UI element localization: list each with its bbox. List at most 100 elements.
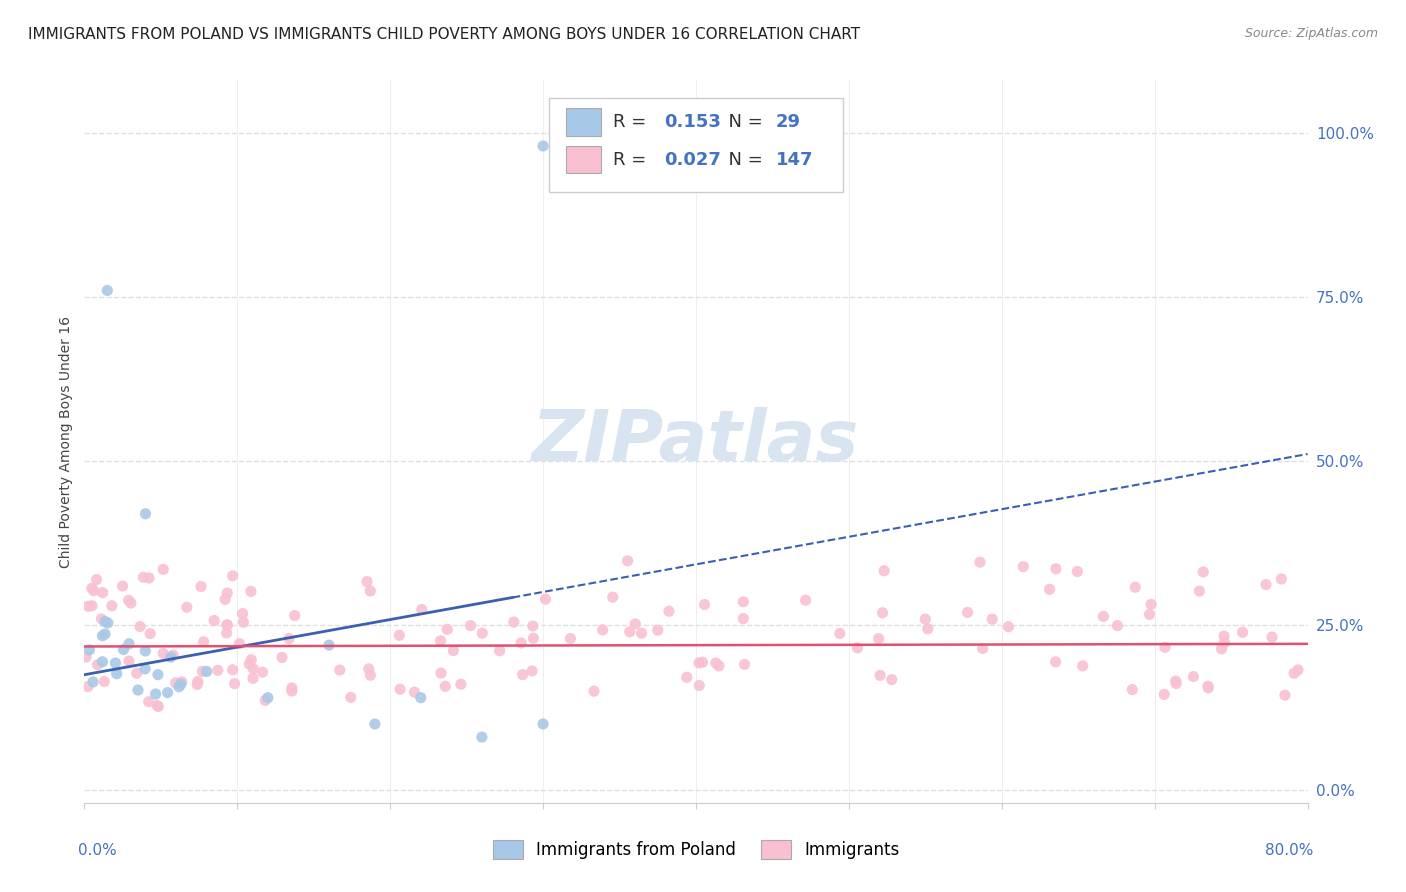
Point: [232, 607, 254, 621]
Point: [356, 574, 378, 589]
Point: [156, 685, 179, 699]
Text: ZIPatlas: ZIPatlas: [533, 407, 859, 476]
Point: [214, 592, 236, 607]
Text: 0.027: 0.027: [664, 151, 721, 169]
Point: [1197, 681, 1219, 695]
Point: [630, 626, 652, 640]
Point: [318, 638, 340, 652]
Point: [91, 629, 114, 643]
Point: [388, 628, 411, 642]
Point: [170, 674, 193, 689]
Point: [675, 670, 697, 684]
Point: [1261, 630, 1284, 644]
Point: [733, 595, 755, 609]
Point: [956, 606, 979, 620]
Point: [1107, 618, 1129, 632]
Point: [120, 596, 142, 610]
Point: [794, 593, 817, 607]
Point: [217, 586, 239, 600]
Point: [86, 573, 108, 587]
Point: [734, 657, 756, 672]
Point: [242, 662, 264, 676]
Point: [79, 642, 101, 657]
Point: [471, 626, 494, 640]
Point: [450, 677, 472, 691]
Point: [1188, 584, 1211, 599]
Point: [215, 618, 238, 632]
Point: [127, 683, 149, 698]
Point: [359, 583, 381, 598]
Point: [619, 624, 641, 639]
Point: [409, 690, 432, 705]
Point: [1192, 565, 1215, 579]
Point: [134, 644, 156, 658]
Point: [254, 693, 277, 707]
Point: [1211, 641, 1233, 656]
Point: [502, 615, 524, 629]
Point: [132, 570, 155, 584]
Point: [239, 584, 262, 599]
Point: [1012, 559, 1035, 574]
Point: [1164, 676, 1187, 690]
Point: [105, 666, 128, 681]
Point: [221, 663, 243, 677]
Point: [1045, 655, 1067, 669]
Point: [257, 690, 280, 705]
Point: [1123, 580, 1146, 594]
Point: [190, 580, 212, 594]
Point: [134, 662, 156, 676]
Point: [281, 684, 304, 698]
Point: [460, 618, 482, 632]
Point: [441, 643, 464, 657]
Y-axis label: Child Poverty Among Boys Under 16: Child Poverty Among Boys Under 16: [59, 316, 73, 567]
Point: [146, 667, 169, 681]
Point: [129, 619, 152, 633]
Point: [1066, 565, 1088, 579]
Point: [693, 598, 716, 612]
Point: [94, 627, 117, 641]
Point: [271, 650, 294, 665]
Point: [152, 646, 174, 660]
Point: [1254, 577, 1277, 591]
FancyBboxPatch shape: [550, 98, 842, 193]
Point: [981, 612, 1004, 626]
Point: [90, 612, 112, 626]
Point: [488, 644, 510, 658]
Point: [828, 626, 851, 640]
Point: [1197, 679, 1219, 693]
Point: [692, 655, 714, 669]
Point: [411, 602, 433, 616]
Point: [1274, 688, 1296, 702]
Text: R =: R =: [613, 151, 652, 169]
Point: [207, 663, 229, 677]
Point: [880, 673, 903, 687]
Point: [101, 599, 124, 613]
Point: [170, 677, 193, 691]
Point: [1092, 609, 1115, 624]
Point: [624, 616, 647, 631]
Point: [522, 632, 544, 646]
Point: [873, 564, 896, 578]
Point: [510, 636, 533, 650]
Point: [704, 656, 727, 670]
Point: [592, 623, 614, 637]
Point: [340, 690, 363, 705]
Point: [1071, 658, 1094, 673]
Point: [118, 654, 141, 668]
Point: [560, 632, 582, 646]
Point: [112, 642, 135, 657]
Text: IMMIGRANTS FROM POLAND VS IMMIGRANTS CHILD POVERTY AMONG BOYS UNDER 16 CORRELATI: IMMIGRANTS FROM POLAND VS IMMIGRANTS CHI…: [28, 27, 860, 42]
Point: [80, 599, 103, 613]
Text: R =: R =: [613, 113, 652, 131]
Point: [215, 626, 238, 640]
Legend: Immigrants from Poland, Immigrants: Immigrants from Poland, Immigrants: [492, 840, 900, 860]
Point: [522, 619, 544, 633]
Text: 29: 29: [776, 113, 800, 131]
Point: [117, 593, 139, 607]
Point: [138, 695, 160, 709]
Point: [688, 678, 710, 692]
Point: [240, 653, 263, 667]
Point: [1164, 673, 1187, 688]
Point: [80, 581, 103, 595]
Point: [193, 634, 215, 648]
